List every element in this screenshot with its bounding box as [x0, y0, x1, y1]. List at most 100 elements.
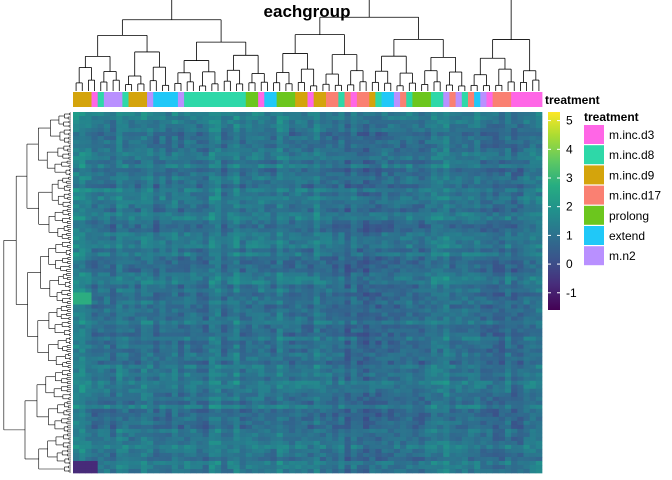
annotation-cell	[332, 92, 339, 107]
annotation-cell	[264, 92, 271, 107]
annotation-cell	[301, 92, 308, 107]
annotation-cell	[190, 92, 197, 107]
legend-swatch	[584, 226, 604, 245]
annotation-cell	[110, 92, 117, 107]
annotation-cell	[251, 92, 259, 107]
annotation-cell	[159, 92, 166, 107]
colorbar-tick-label: 5	[566, 114, 573, 128]
annotation-cell	[406, 92, 413, 107]
annotation-cell	[214, 92, 222, 107]
treatment-legend: m.inc.d3 m.inc.d8 m.inc.d9 m.inc.d17 prolong…	[584, 125, 661, 266]
legend-swatch	[584, 246, 604, 266]
annotation-cell	[492, 92, 500, 107]
annotation-cell	[239, 92, 247, 107]
legend-title: treatment	[584, 110, 639, 124]
legend-swatch	[584, 125, 604, 144]
annotation-cell	[523, 92, 531, 107]
annotation-cell	[208, 92, 216, 107]
annotation-label: treatment	[545, 93, 600, 107]
chart-title: eachgroup	[264, 2, 351, 21]
annotation-cell	[202, 92, 210, 107]
annotation-cell	[270, 92, 278, 107]
annotation-cell	[140, 92, 148, 107]
annotation-cell	[147, 92, 154, 107]
legend-swatch	[584, 145, 604, 165]
annotation-cell	[486, 92, 494, 107]
annotation-cell	[122, 92, 129, 107]
colorbar-tick-label: 3	[566, 171, 573, 185]
annotation-cell	[443, 92, 450, 107]
annotation-cell	[498, 92, 506, 107]
annotation-cell	[529, 92, 537, 107]
annotation-cell	[338, 92, 345, 107]
legend-label: prolong	[609, 209, 649, 223]
annotation-cell	[184, 92, 191, 107]
annotation-cell	[79, 92, 86, 107]
annotation-cell	[276, 92, 284, 107]
annotation-cell	[350, 92, 358, 107]
annotation-cell	[467, 92, 475, 107]
annotation-cell	[177, 92, 185, 107]
legend-label: m.inc.d9	[609, 168, 655, 182]
annotation-cell	[221, 92, 228, 107]
annotation-cell	[412, 92, 419, 107]
annotation-cell	[85, 92, 92, 107]
annotation-cell	[344, 92, 352, 107]
annotation-cell	[511, 92, 518, 107]
annotation-cell	[369, 92, 376, 107]
annotation-cell	[461, 92, 469, 107]
annotation-cell	[165, 92, 173, 107]
annotation-cell	[282, 92, 290, 107]
annotation-cell	[449, 92, 456, 107]
annotation-cell	[233, 92, 241, 107]
annotation-cell	[245, 92, 253, 107]
legend-swatch	[584, 205, 604, 225]
annotation-cell	[196, 92, 203, 107]
legend-label: m.n2	[609, 249, 636, 263]
row-dendrogram	[3, 112, 71, 473]
annotation-cell	[116, 92, 123, 107]
annotation-cell	[73, 92, 80, 107]
annotation-cell	[437, 92, 444, 107]
annotation-cell	[258, 92, 265, 107]
treatment-annotation-strip	[73, 92, 543, 107]
annotation-cell	[307, 92, 315, 107]
legend-label: m.inc.d17	[609, 189, 661, 203]
annotation-cell	[153, 92, 160, 107]
annotation-cell	[171, 92, 179, 107]
annotation-cell	[504, 92, 512, 107]
annotation-cell	[134, 92, 142, 107]
annotation-cell	[517, 92, 524, 107]
annotation-cell	[295, 92, 302, 107]
colorbar-ticks: 5 4 3 2 1 0 -1	[548, 114, 577, 300]
colorbar	[548, 112, 560, 310]
annotation-cell	[387, 92, 395, 107]
column-dendrogram	[75, 0, 540, 91]
annotation-cell	[381, 92, 389, 107]
annotation-cell	[430, 92, 438, 107]
legend-swatch	[584, 185, 604, 205]
colorbar-tick-label: 1	[566, 228, 573, 242]
annotation-cell	[128, 92, 136, 107]
annotation-cell	[424, 92, 432, 107]
annotation-cell	[91, 92, 99, 107]
heatmap-body	[73, 112, 543, 474]
legend-swatch	[584, 165, 604, 185]
annotation-cell	[535, 92, 543, 107]
annotation-cell	[455, 92, 463, 107]
annotation-cell	[480, 92, 487, 107]
colorbar-tick-label: 0	[566, 257, 573, 271]
annotation-cell	[313, 92, 321, 107]
colorbar-tick-label: 2	[566, 200, 573, 214]
annotation-cell	[375, 92, 382, 107]
annotation-cell	[393, 92, 401, 107]
colorbar-tick-label: -1	[566, 286, 577, 300]
annotation-cell	[474, 92, 481, 107]
annotation-cell	[319, 92, 327, 107]
annotation-cell	[356, 92, 364, 107]
annotation-cell	[288, 92, 296, 107]
colorbar-tick-label: 4	[566, 142, 573, 156]
legend-label: m.inc.d8	[609, 148, 655, 162]
annotation-cell	[418, 92, 426, 107]
